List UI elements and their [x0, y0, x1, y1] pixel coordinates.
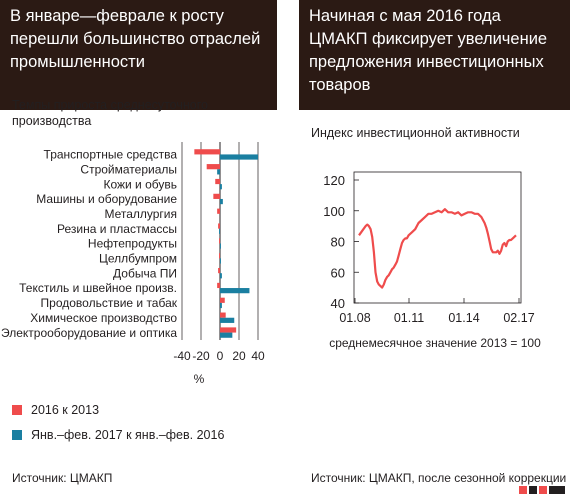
bar-2016 — [218, 267, 220, 274]
left-header: В январе—феврале к росту перешли большин… — [0, 0, 277, 110]
x-tick-label: 20 — [232, 349, 246, 363]
category-label: Целлбумпром — [99, 252, 177, 266]
bar-2017 — [220, 154, 258, 160]
legend-label-2016: 2016 к 2013 — [31, 403, 100, 417]
category-label: Кожи и обувь — [103, 177, 177, 191]
bar-2017 — [220, 288, 250, 294]
bar-2016 — [194, 149, 220, 155]
bar-2017 — [220, 184, 222, 190]
legend-swatch-blue — [12, 430, 22, 440]
bar-2016 — [218, 223, 220, 229]
bar-2017 — [220, 273, 222, 279]
x-tick-label: 0 — [217, 349, 224, 363]
legend-item-2016: 2016 к 2013 — [12, 403, 99, 417]
category-label: Металлургия — [104, 207, 177, 221]
right-header: Начиная с мая 2016 года ЦМАКП фиксирует … — [299, 0, 570, 110]
bar-2016 — [206, 164, 220, 170]
bar-2017 — [220, 258, 221, 264]
legend-item-2017: Янв.–фев. 2017 к янв.–фев. 2016 — [12, 428, 224, 442]
x-tick-label: -20 — [192, 349, 210, 363]
left-source: Источник: ЦМАКП — [12, 471, 113, 485]
x-tick-label: -40 — [173, 349, 191, 363]
bar-2016 — [213, 193, 220, 199]
right-source: Источник: ЦМАКП, после сезонной коррекци… — [311, 471, 567, 485]
legend-label-2017: Янв.–фев. 2017 к янв.–фев. 2016 — [31, 428, 225, 442]
category-label: Химическое производство — [30, 311, 177, 325]
right-title: Начиная с мая 2016 года ЦМАКП фиксирует … — [309, 7, 548, 94]
x-tick-label: 40 — [251, 349, 265, 363]
publisher-logo — [519, 486, 565, 494]
x-tick-label: 01.08 — [339, 311, 370, 325]
right-subtitle: Индекс инвестиционной активности — [311, 126, 520, 140]
bar-2017 — [220, 198, 223, 205]
bar-chart: -40 -20 0 20 40% Транспортные средстваСтройма… — [1, 142, 265, 386]
bar-2016 — [215, 178, 220, 185]
category-label: Машины и оборудование — [36, 192, 177, 206]
bar-2016 — [220, 312, 226, 318]
legend-swatch-red — [12, 405, 22, 415]
bar-2017 — [220, 243, 221, 249]
bar-2016 — [219, 253, 220, 259]
bar-2017 — [220, 332, 233, 338]
y-tick-label: 40 — [331, 296, 345, 311]
left-subtitle: Темпы прироста среднесуточного производс… — [12, 98, 208, 128]
bar-2017 — [217, 169, 220, 175]
series-line — [358, 208, 517, 289]
bar-2016 — [220, 327, 237, 333]
category-label: Стройматериалы — [80, 162, 177, 176]
category-label: Продовольствие и табак — [41, 296, 178, 310]
y-tick-label: 100 — [323, 204, 345, 219]
category-label: Текстиль и швейное произв. — [19, 281, 177, 295]
category-label: Электрооборудование и оптика — [1, 326, 177, 340]
x-tick-label: 01.14 — [448, 311, 479, 325]
x-axis-note: среднемесячное значение 2013 = 100 — [329, 336, 541, 350]
category-label: Транспортные средства — [44, 148, 178, 162]
line-chart: 40 60 80 100 120 01.08 01.11 01.14 02.17 среднеме… — [323, 171, 541, 350]
y-tick-label: 120 — [323, 173, 345, 188]
plot-frame — [353, 171, 522, 304]
bar-2016 — [220, 297, 225, 303]
bar-2016 — [219, 238, 220, 244]
category-label: Добыча ПИ — [113, 266, 177, 280]
category-label: Резина и пластмассы — [57, 222, 177, 236]
left-title: В январе—феврале к росту перешли большин… — [10, 7, 261, 71]
bar-2017 — [220, 317, 235, 323]
bar-2016 — [217, 282, 220, 289]
bar-2017 — [220, 302, 222, 309]
bar-2017 — [219, 228, 220, 234]
bar-2016 — [217, 208, 220, 214]
category-label: Нефтепродукты — [88, 237, 177, 251]
x-tick-label: 01.11 — [394, 311, 424, 325]
x-tick-label: 02.17 — [503, 311, 534, 325]
y-tick-label: 80 — [331, 235, 345, 250]
y-tick-label: 60 — [331, 265, 345, 280]
x-axis-label: % — [194, 372, 205, 386]
